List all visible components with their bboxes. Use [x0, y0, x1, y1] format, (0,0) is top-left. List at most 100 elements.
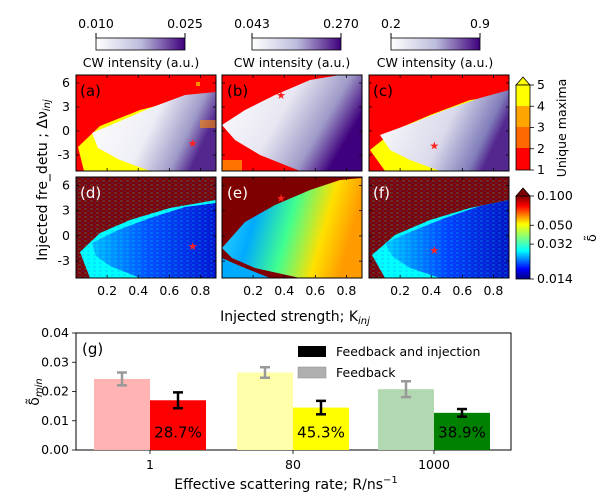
bar-ytick-label: 0.03 [41, 354, 69, 369]
colorbar-delta-label: δ̃ [584, 234, 599, 242]
map-ylabel: Injected fre_detu ; Δνinj [35, 99, 53, 261]
map-xtick-label: 0.2 [390, 283, 410, 298]
map-ytick-label: 6 [62, 177, 70, 192]
bar-feedback [94, 378, 150, 450]
panel-b-wedge [222, 75, 362, 171]
colorbar-c-tick-min: 0.2 [381, 16, 401, 31]
colorbar-delta: 0.100 0.050 0.032 0.014 δ̃ [515, 187, 599, 286]
delta-tick-label: 0.050 [537, 217, 573, 232]
bar-ytick-label: 0.02 [41, 384, 69, 399]
legend-swatch-feedback [297, 366, 327, 379]
map-xtick-label: 0.8 [336, 283, 356, 298]
map-xtick-label: 0.8 [483, 283, 503, 298]
map-xtick-label: 0.4 [274, 283, 294, 298]
panel-label-b: (b) [227, 82, 248, 100]
legend-label-feedback: Feedback [336, 365, 396, 380]
panel-e: (e) ★ [221, 176, 363, 279]
bar-xlabel-text: Effective scattering rate; R/ns [174, 477, 383, 493]
map-ylabel-sub: inj [42, 99, 53, 111]
unique-maxima-tick-label: 4 [537, 98, 545, 113]
map-axis-ticks: 6 3 0 -3 0.2 0.4 0.6 0.8 6 3 0 -3 0.2 0.4 0.6 0.8 0.2 0.4… [58, 75, 509, 298]
map-xtick-label: 0.4 [128, 283, 148, 298]
bar-ylabel-sub: min [34, 378, 45, 397]
panel-d-marker: ★ [188, 240, 198, 253]
map-ytick-label: 0 [62, 228, 70, 243]
map-xlabel: Injected strength; Kinj [220, 309, 370, 327]
bar-ytick-label: 0.04 [41, 325, 69, 340]
panel-label-e: (e) [227, 184, 248, 202]
unique-maxima-tick-label: 1 [537, 162, 545, 177]
bar-reduction-annotation: 38.9% [438, 423, 486, 441]
map-ytick-label: -3 [58, 253, 70, 268]
delta-tick-label: 0.032 [537, 236, 573, 251]
bar-xlabel-sup: −1 [383, 475, 398, 486]
bar-reduction-annotation: 28.7% [154, 423, 202, 441]
panel-c-marker: ★ [429, 139, 439, 152]
delta-tick-label: 0.100 [537, 188, 573, 203]
panel-b-marker: ★ [276, 89, 286, 102]
colorbar-c-tick-max: 0.9 [470, 16, 490, 31]
colorbar-b-tick-max: 0.270 [323, 16, 359, 31]
bar-feedback [378, 389, 434, 450]
colorbar-b-label: CW intensity (a.u.) [234, 55, 351, 70]
colorbar-b: 0.043 0.270 CW intensity (a.u.) [234, 16, 359, 70]
panel-a-wedge [92, 92, 216, 171]
panel-c: (c) ★ [368, 74, 510, 172]
bar-reduction-annotation: 45.3% [297, 423, 345, 441]
map-ytick-label: 3 [62, 99, 70, 114]
colorbar-a-tick-min: 0.010 [78, 16, 114, 31]
map-xlabel-sub: inj [358, 316, 370, 327]
panel-label-f: (f) [373, 184, 390, 202]
bar-feedback [237, 372, 293, 450]
map-xlabel-text: Injected strength; K [220, 309, 359, 325]
bar-xlabel: Effective scattering rate; R/ns−1 [174, 475, 398, 493]
panel-label-c: (c) [373, 82, 393, 100]
map-xtick-label: 0.8 [190, 283, 210, 298]
bar-ytick-label: 0.00 [41, 442, 69, 457]
bar-xtick-label: 80 [285, 457, 301, 472]
map-xtick-label: 0.4 [421, 283, 441, 298]
panel-f: (f) ★ [368, 176, 510, 279]
bar-ytick-label: 0.01 [41, 413, 69, 428]
panel-a-marker: ★ [188, 137, 198, 150]
map-xtick-label: 0.2 [97, 283, 117, 298]
unique-maxima-tick-label: 3 [537, 120, 545, 135]
map-xtick-label: 0.6 [452, 283, 472, 298]
map-xtick-label: 0.6 [305, 283, 325, 298]
bar-ylabel: δ̃min [25, 378, 45, 405]
colorbar-a-tick-max: 0.025 [167, 16, 203, 31]
map-xtick-label: 0.6 [159, 283, 179, 298]
map-ytick-label: -3 [58, 147, 70, 162]
panel-g: (g) 28.7% 45.3% 38.9% 1 80 1000 0.00 0.01 0.02 0… [25, 325, 512, 493]
bar-xtick-label: 1000 [418, 457, 450, 472]
colorbar-unique-maxima: 1 2 3 4 5 Unique maxima [515, 76, 569, 178]
colorbar-unique-maxima-label: Unique maxima [554, 79, 569, 178]
panel-e-marker: ★ [276, 192, 286, 205]
panel-label-d: (d) [80, 184, 101, 202]
panel-label-a: (a) [80, 82, 101, 100]
map-ylabel-text: Injected fre_detu ; Δν [35, 111, 51, 261]
map-xtick-label: 0.2 [243, 283, 263, 298]
bar-ylabel-text: δ̃ [25, 397, 43, 406]
panel-d: (d) ★ [75, 176, 217, 279]
colorbar-c-label: CW intensity (a.u.) [377, 55, 494, 70]
panel-e-wedge [222, 178, 362, 278]
panel-label-g: (g) [82, 340, 103, 358]
panel-b: (b) ★ [221, 74, 363, 172]
map-ytick-label: 0 [62, 123, 70, 138]
map-ytick-label: 3 [62, 203, 70, 218]
legend-swatch-feedback-injection [298, 346, 326, 357]
colorbar-b-tick-min: 0.043 [234, 16, 270, 31]
panel-c-wedge [380, 90, 509, 171]
bar-legend: Feedback and injection Feedback [297, 344, 480, 380]
legend-label-feedback-injection: Feedback and injection [336, 344, 480, 359]
bar-xtick-label: 1 [146, 457, 154, 472]
panel-a: (a) ★ [75, 74, 217, 172]
unique-maxima-tick-label: 2 [537, 141, 545, 156]
bar-feedback-injection [434, 412, 490, 450]
colorbar-a-label: CW intensity (a.u.) [83, 55, 200, 70]
delta-tick-label: 0.014 [537, 271, 573, 286]
colorbar-a: 0.010 0.025 CW intensity (a.u.) [78, 16, 203, 70]
map-ytick-label: 6 [62, 75, 70, 90]
